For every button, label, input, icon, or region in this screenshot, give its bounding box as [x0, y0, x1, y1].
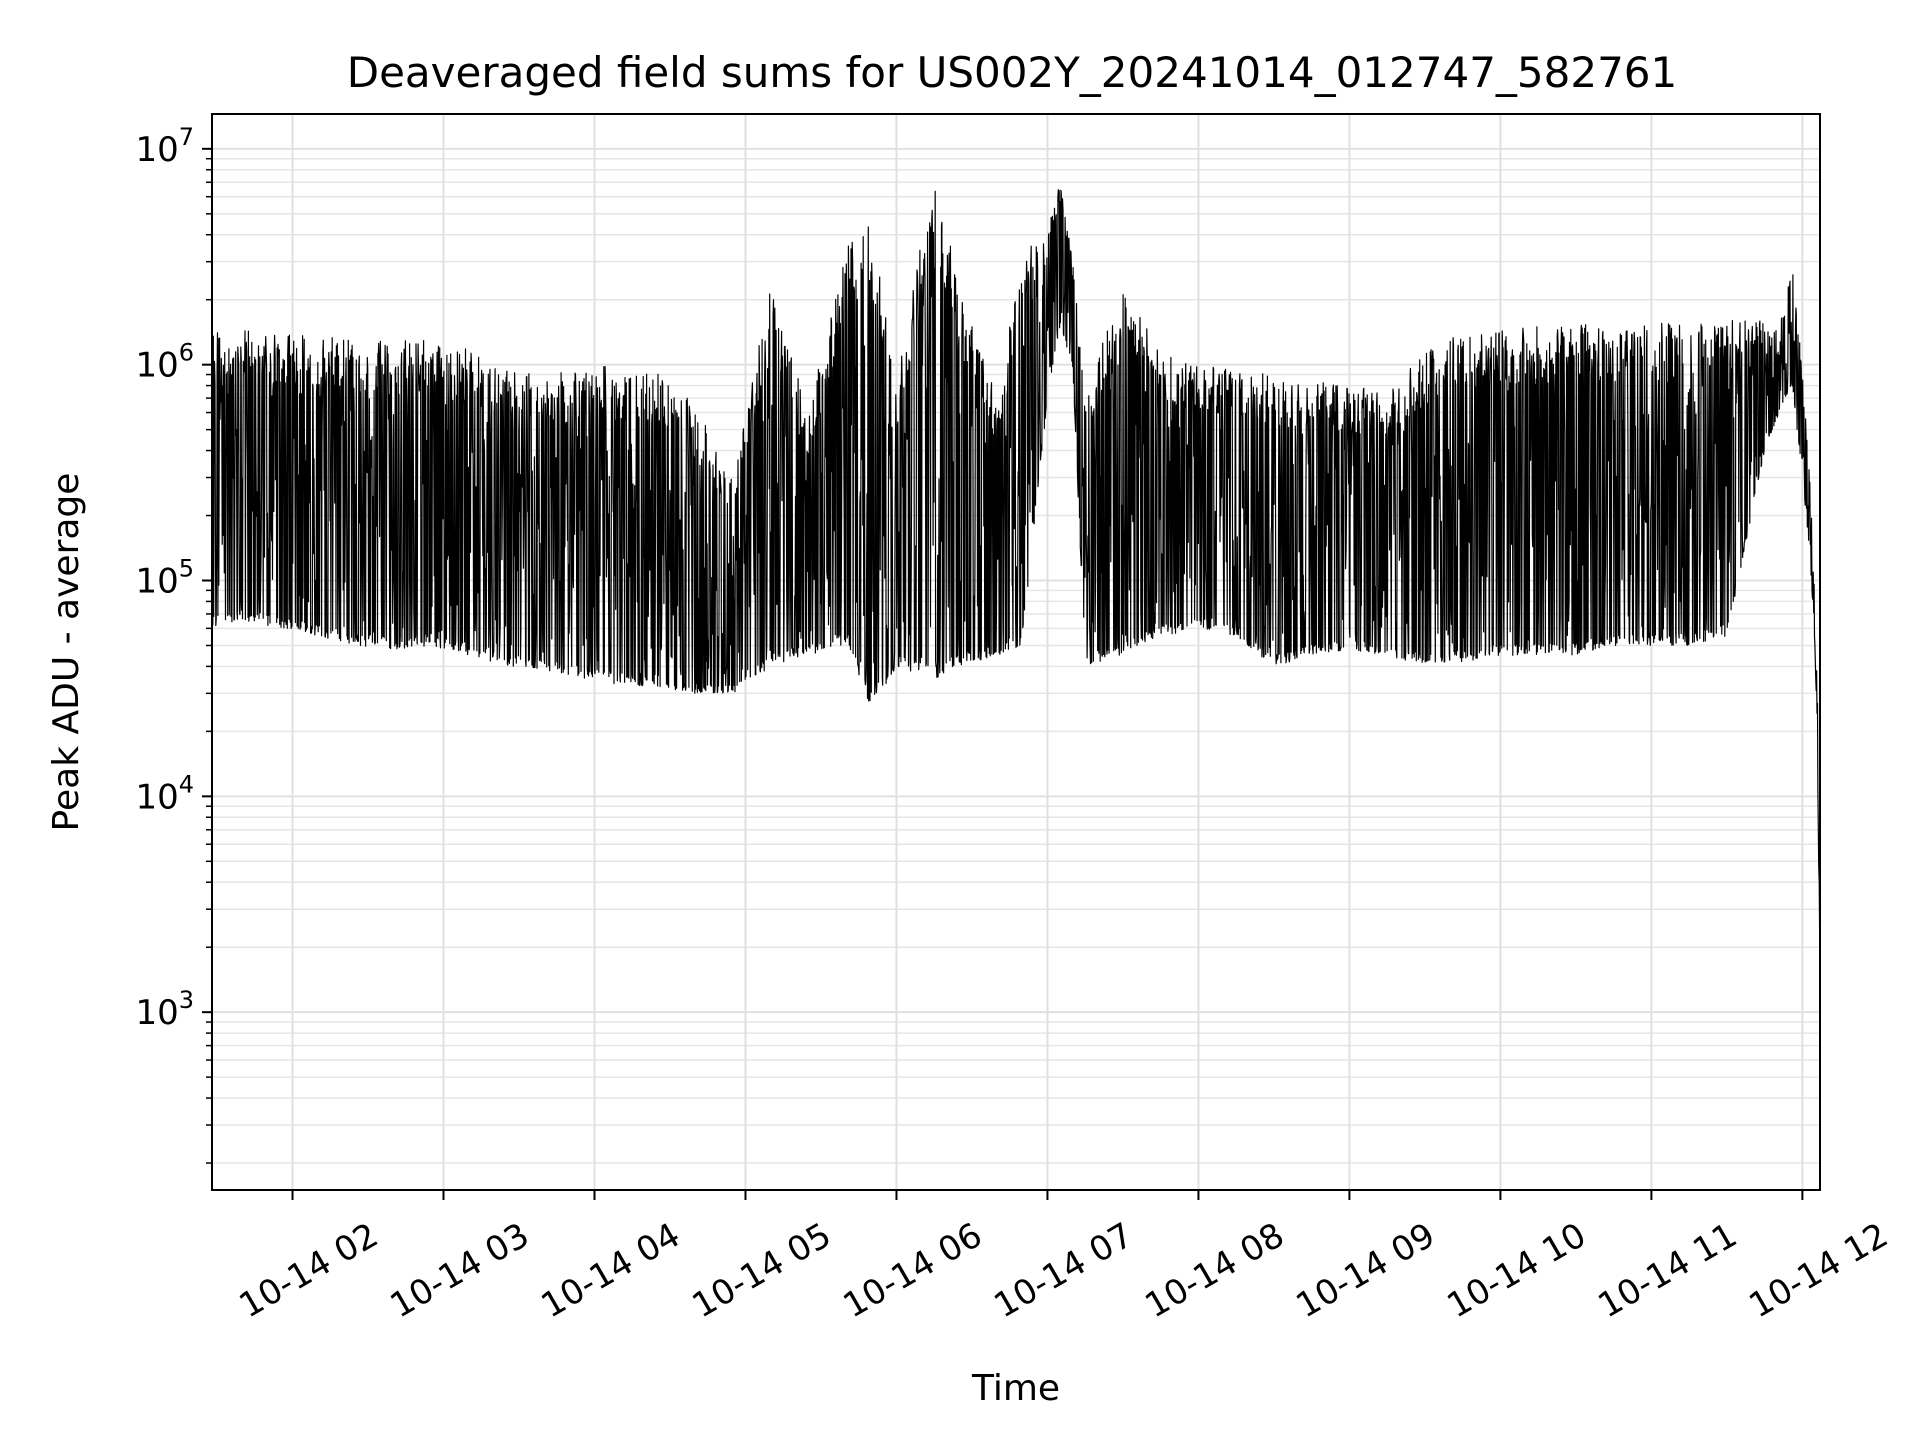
y-tick-label: 104 — [135, 770, 194, 817]
y-tick-label: 105 — [135, 555, 194, 602]
y-tick-label: 106 — [135, 339, 194, 386]
chart-title: Deaveraged field sums for US002Y_2024101… — [347, 48, 1678, 97]
y-tick-label: 107 — [135, 123, 194, 170]
plot-frame — [211, 113, 1821, 1191]
y-axis-label: Peak ADU - average — [46, 473, 87, 832]
y-axis: 103 104 105 106 107 — [135, 123, 212, 1164]
series-line — [211, 189, 1821, 975]
y-tick-label: 103 — [135, 986, 194, 1033]
x-axis-label: Time — [971, 1368, 1060, 1409]
